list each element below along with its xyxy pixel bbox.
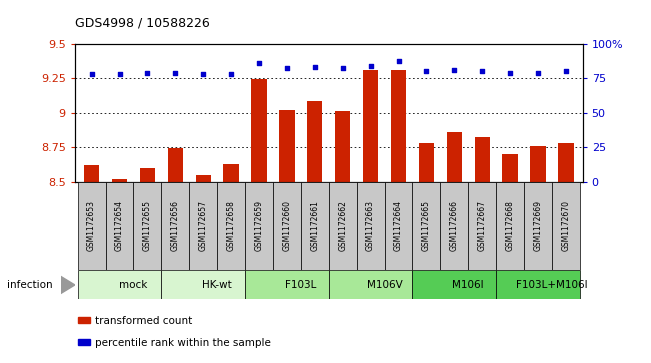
- Point: [254, 60, 264, 66]
- Point: [337, 65, 348, 71]
- Point: [365, 63, 376, 69]
- Bar: [524, 182, 552, 270]
- Bar: [391, 70, 406, 182]
- Text: GSM1172656: GSM1172656: [171, 200, 180, 252]
- Polygon shape: [61, 276, 75, 294]
- Bar: [77, 182, 105, 270]
- Bar: [217, 182, 245, 270]
- Bar: [447, 132, 462, 182]
- Text: mock: mock: [119, 280, 148, 290]
- Point: [533, 70, 543, 76]
- Bar: [112, 179, 127, 182]
- Bar: [531, 146, 546, 182]
- Bar: [385, 182, 413, 270]
- Bar: [329, 182, 357, 270]
- Text: infection: infection: [7, 280, 52, 290]
- Point: [170, 70, 180, 76]
- Bar: [84, 165, 99, 182]
- Text: GSM1172670: GSM1172670: [561, 200, 570, 252]
- Bar: [161, 182, 189, 270]
- Bar: [329, 270, 413, 299]
- Bar: [413, 182, 440, 270]
- Bar: [552, 182, 580, 270]
- Bar: [105, 182, 133, 270]
- Bar: [168, 148, 183, 182]
- Bar: [496, 270, 580, 299]
- Text: GSM1172664: GSM1172664: [394, 200, 403, 252]
- Bar: [245, 270, 329, 299]
- Bar: [503, 154, 518, 182]
- Point: [87, 71, 97, 77]
- Point: [393, 58, 404, 64]
- Bar: [496, 182, 524, 270]
- Text: GSM1172669: GSM1172669: [534, 200, 542, 252]
- Text: GSM1172660: GSM1172660: [283, 200, 292, 252]
- Point: [198, 71, 208, 77]
- Text: GSM1172657: GSM1172657: [199, 200, 208, 252]
- Point: [115, 71, 125, 77]
- Point: [421, 68, 432, 74]
- Bar: [307, 102, 322, 182]
- Point: [226, 71, 236, 77]
- Bar: [161, 270, 245, 299]
- Text: GSM1172662: GSM1172662: [339, 200, 347, 252]
- Point: [282, 65, 292, 71]
- Text: GSM1172667: GSM1172667: [478, 200, 487, 252]
- Point: [561, 68, 571, 74]
- Text: F103L+M106I: F103L+M106I: [516, 280, 588, 290]
- Text: GSM1172655: GSM1172655: [143, 200, 152, 252]
- Bar: [301, 182, 329, 270]
- Point: [310, 64, 320, 70]
- Text: GSM1172659: GSM1172659: [255, 200, 264, 252]
- Text: GSM1172665: GSM1172665: [422, 200, 431, 252]
- Bar: [419, 143, 434, 182]
- Text: M106I: M106I: [452, 280, 484, 290]
- Bar: [279, 110, 294, 182]
- Bar: [363, 70, 378, 182]
- Bar: [189, 182, 217, 270]
- Text: GSM1172661: GSM1172661: [311, 200, 319, 252]
- Bar: [133, 182, 161, 270]
- Bar: [413, 270, 496, 299]
- Point: [449, 67, 460, 73]
- Text: GSM1172658: GSM1172658: [227, 200, 236, 252]
- Bar: [273, 182, 301, 270]
- Text: GSM1172666: GSM1172666: [450, 200, 459, 252]
- Bar: [77, 270, 161, 299]
- Text: GDS4998 / 10588226: GDS4998 / 10588226: [75, 16, 210, 29]
- Text: GSM1172668: GSM1172668: [506, 200, 514, 252]
- Bar: [251, 79, 267, 182]
- Bar: [223, 164, 239, 182]
- Text: HK-wt: HK-wt: [202, 280, 232, 290]
- Text: GSM1172653: GSM1172653: [87, 200, 96, 252]
- Point: [505, 70, 516, 76]
- Text: GSM1172654: GSM1172654: [115, 200, 124, 252]
- Bar: [140, 168, 155, 182]
- Bar: [558, 143, 574, 182]
- Text: GSM1172663: GSM1172663: [366, 200, 375, 252]
- Bar: [357, 182, 385, 270]
- Text: F103L: F103L: [285, 280, 316, 290]
- Text: M106V: M106V: [367, 280, 402, 290]
- Bar: [440, 182, 468, 270]
- Text: transformed count: transformed count: [95, 316, 192, 326]
- Bar: [335, 111, 350, 182]
- Bar: [245, 182, 273, 270]
- Text: percentile rank within the sample: percentile rank within the sample: [95, 338, 271, 348]
- Point: [477, 68, 488, 74]
- Bar: [475, 137, 490, 182]
- Point: [142, 70, 152, 76]
- Bar: [468, 182, 496, 270]
- Bar: [195, 175, 211, 182]
